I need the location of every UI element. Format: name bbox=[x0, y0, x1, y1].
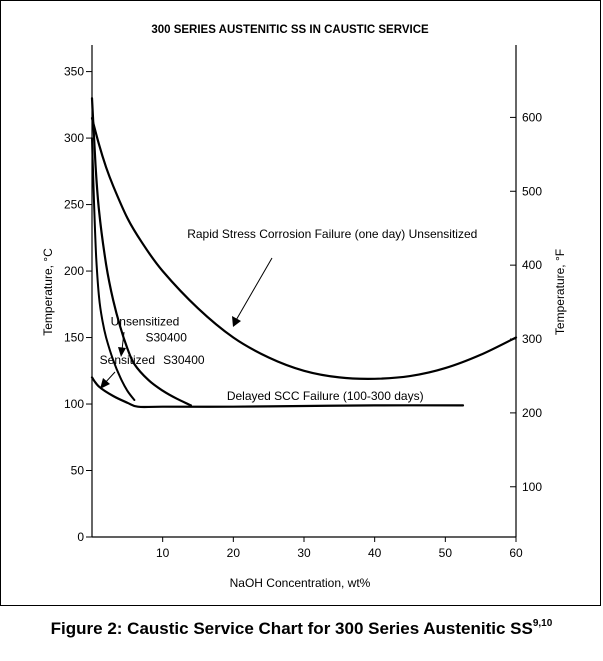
annotation-label: Rapid Stress Corrosion Failure (one day)… bbox=[187, 227, 477, 241]
x-tick-label: 30 bbox=[297, 546, 311, 560]
chart-title: 300 SERIES AUSTENITIC SS IN CAUSTIC SERV… bbox=[151, 24, 429, 36]
y2-tick-label: 100 bbox=[522, 480, 542, 494]
annotation-arrows bbox=[100, 257, 273, 389]
arrow-unsensitized bbox=[121, 331, 125, 351]
annotation-label: Sensitized bbox=[100, 353, 155, 367]
figure-frame: 300 SERIES AUSTENITIC SS IN CAUSTIC SERV… bbox=[0, 0, 601, 606]
y-ticks-right: 100 200 300 400 500 600 bbox=[510, 110, 542, 494]
y-tick-label: 300 bbox=[64, 131, 84, 145]
arrowhead-sensitized bbox=[100, 378, 110, 389]
y-tick-label: 150 bbox=[64, 331, 84, 345]
caption-text: Figure 2: Caustic Service Chart for 300 … bbox=[50, 619, 533, 638]
x-ticks: 10 20 30 40 50 60 bbox=[156, 537, 523, 560]
y2-axis-label: Temperature, °F bbox=[553, 249, 567, 335]
annotation-layer: Rapid Stress Corrosion Failure (one day)… bbox=[100, 227, 478, 403]
y2-tick-label: 600 bbox=[522, 110, 542, 124]
caustic-service-chart: 300 SERIES AUSTENITIC SS IN CAUSTIC SERV… bbox=[0, 0, 601, 606]
x-tick-label: 50 bbox=[439, 546, 453, 560]
annotation-label: Unsensitized bbox=[111, 315, 180, 329]
arrowhead-unsensitized bbox=[118, 347, 126, 357]
arrowhead-rapid-failure bbox=[232, 316, 241, 327]
y-tick-label: 350 bbox=[64, 65, 84, 79]
y-tick-label: 0 bbox=[77, 530, 84, 544]
y2-tick-label: 200 bbox=[522, 406, 542, 420]
figure-border bbox=[0, 0, 601, 606]
series-line-1 bbox=[90, 117, 518, 380]
y-axis-label: Temperature, °C bbox=[41, 248, 55, 336]
annotation-label: S30400 bbox=[163, 353, 205, 367]
arrow-rapid-failure bbox=[234, 257, 273, 323]
y2-tick-label: 400 bbox=[522, 258, 542, 272]
x-tick-label: 60 bbox=[509, 546, 523, 560]
annotation-label: Delayed SCC Failure (100-300 days) bbox=[227, 389, 424, 403]
annotation-label: S30400 bbox=[146, 331, 188, 345]
y2-tick-label: 500 bbox=[522, 184, 542, 198]
y2-tick-label: 300 bbox=[522, 332, 542, 346]
y-tick-label: 50 bbox=[71, 464, 85, 478]
y-ticks-left: 0 50 100 150 200 250 300 350 bbox=[64, 65, 92, 544]
figure-caption: Figure 2: Caustic Service Chart for 300 … bbox=[0, 618, 603, 639]
y-tick-label: 200 bbox=[64, 264, 84, 278]
caption-reference: 9,10 bbox=[532, 618, 553, 629]
series-line-4 bbox=[90, 376, 465, 409]
y-tick-label: 100 bbox=[64, 397, 84, 411]
x-tick-label: 10 bbox=[156, 546, 170, 560]
x-axis-label: NaOH Concentration, wt% bbox=[230, 576, 371, 590]
x-tick-label: 20 bbox=[227, 546, 241, 560]
y-tick-label: 250 bbox=[64, 198, 84, 212]
x-tick-label: 40 bbox=[368, 546, 382, 560]
series-line-3 bbox=[91, 137, 136, 401]
